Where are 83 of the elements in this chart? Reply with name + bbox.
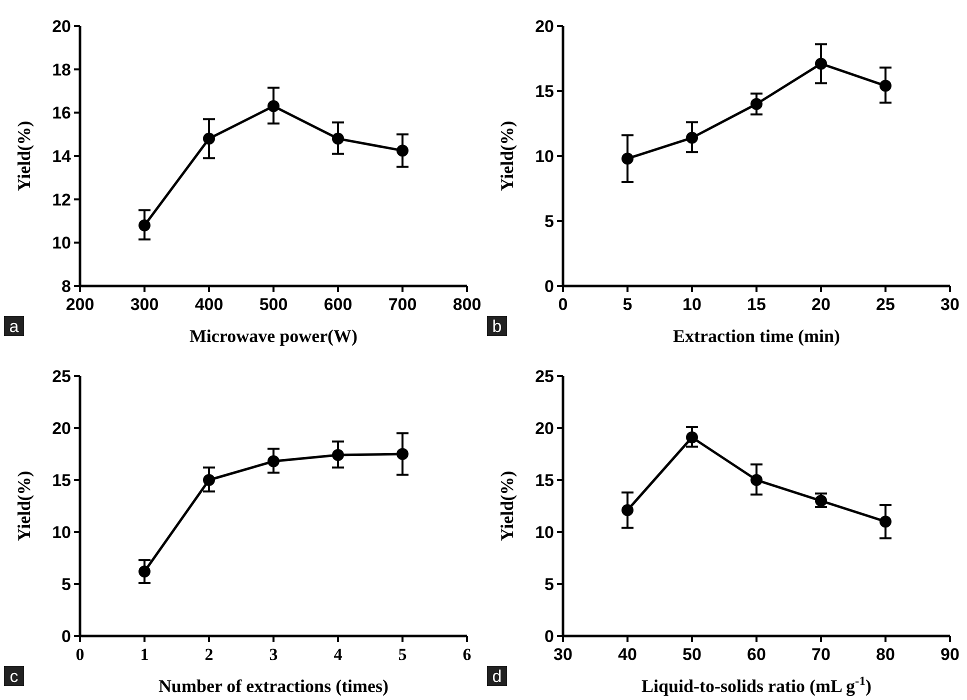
- y-tick-label: 8: [62, 277, 71, 296]
- point: [750, 98, 762, 110]
- y-axis-title: Yield(%): [497, 470, 517, 542]
- y-tick-label: 5: [544, 575, 554, 594]
- x-tick-label: 800: [452, 295, 482, 314]
- y-tick-label: 10: [52, 523, 71, 542]
- y-tick-label: 0: [62, 627, 71, 646]
- x-tick-label: 600: [324, 295, 352, 314]
- x-axis-title: Microwave power(W): [189, 326, 358, 346]
- x-tick-label: 5: [622, 295, 632, 314]
- x-tick-label: 200: [66, 295, 94, 314]
- point: [750, 474, 762, 486]
- point: [332, 449, 344, 462]
- x-tick-label: 5: [398, 645, 407, 664]
- x-axis-title: Extraction time (min): [673, 326, 840, 346]
- x-tick-label: 50: [682, 645, 702, 664]
- y-axis-title: Yield(%): [14, 120, 34, 192]
- y-tick-label: 20: [52, 419, 71, 438]
- x-tick-label: 80: [876, 645, 895, 664]
- point: [396, 144, 408, 157]
- point: [396, 448, 408, 460]
- x-tick-label: 400: [194, 295, 224, 314]
- point: [622, 152, 634, 165]
- y-tick-label: 20: [535, 17, 554, 36]
- y-tick-label: 25: [52, 367, 71, 386]
- text: c: [10, 667, 19, 686]
- y-tick-label: 16: [52, 104, 71, 123]
- x-tick-label: 700: [388, 295, 417, 314]
- y-tick-label: 20: [535, 419, 554, 438]
- y-tick-label: 20: [52, 17, 71, 36]
- point: [686, 132, 698, 144]
- y-tick-label: 10: [535, 523, 554, 542]
- y-tick-label: 15: [535, 471, 554, 490]
- x-tick-label: 10: [682, 295, 702, 314]
- y-tick-label: 10: [52, 234, 71, 253]
- x-tick-label: 30: [554, 645, 572, 664]
- text: a: [9, 317, 20, 336]
- point: [268, 455, 280, 468]
- x-axis-title: Number of extractions (times): [158, 676, 389, 696]
- point: [138, 219, 150, 232]
- y-tick-label: 15: [52, 471, 71, 490]
- y-tick-label: 5: [62, 575, 71, 594]
- text: b: [492, 317, 502, 336]
- x-tick-label: 3: [269, 645, 278, 664]
- point: [686, 431, 698, 444]
- x-tick-label: 70: [812, 645, 830, 664]
- y-tick-label: 18: [52, 60, 71, 80]
- x-axis-title: Liquid-to-solids ratio (mL g$^{-1}$): [641, 674, 872, 696]
- point: [880, 516, 892, 528]
- x-tick-label: 15: [747, 295, 766, 314]
- y-tick-label: 0: [544, 277, 554, 296]
- text: d: [492, 667, 502, 686]
- x-tick-label: 90: [940, 645, 960, 664]
- x-tick-label: 25: [876, 295, 895, 314]
- x-tick-label: 6: [462, 645, 472, 664]
- point: [815, 58, 827, 70]
- x-tick-label: 500: [259, 295, 288, 314]
- x-tick-label: 0: [558, 295, 568, 314]
- x-tick-label: 2: [204, 645, 214, 664]
- x-tick-label: 20: [812, 295, 830, 314]
- y-tick-label: 25: [535, 367, 554, 386]
- point: [203, 132, 215, 145]
- point: [622, 504, 634, 516]
- y-tick-label: 10: [535, 147, 554, 166]
- x-tick-label: 30: [940, 295, 960, 314]
- point: [880, 80, 892, 92]
- y-tick-label: 15: [535, 82, 554, 101]
- point: [138, 566, 150, 578]
- y-axis-title: Yield(%): [497, 120, 517, 192]
- point: [203, 474, 215, 486]
- point: [268, 100, 280, 112]
- y-tick-label: 12: [52, 190, 71, 210]
- x-tick-label: 300: [130, 295, 159, 314]
- y-tick-label: 14: [52, 147, 72, 166]
- x-tick-label: 0: [76, 645, 84, 664]
- x-tick-label: 1: [140, 645, 149, 664]
- y-tick-label: 5: [544, 212, 554, 231]
- y-tick-label: 0: [544, 627, 554, 646]
- x-tick-label: 40: [618, 645, 637, 664]
- y-axis-title: Yield(%): [14, 470, 34, 542]
- x-tick-label: 60: [747, 645, 766, 664]
- x-tick-label: 4: [334, 645, 343, 664]
- point: [332, 132, 344, 145]
